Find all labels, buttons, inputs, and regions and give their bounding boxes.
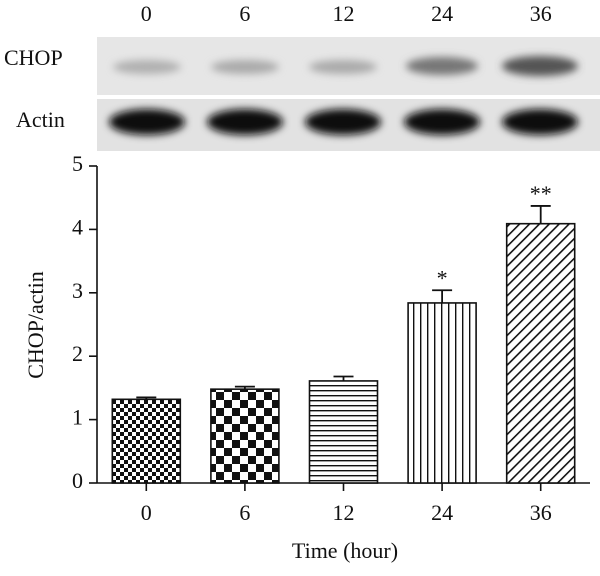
bar xyxy=(111,398,182,484)
lane-label: 24 xyxy=(431,1,453,26)
lane-label: 36 xyxy=(530,1,552,26)
blot-row-label: Actin xyxy=(16,107,65,132)
y-tick-label: 4 xyxy=(72,214,83,239)
lane-label: 6 xyxy=(239,1,250,26)
bands xyxy=(109,56,578,135)
significance-label: * xyxy=(437,265,448,290)
bar xyxy=(210,388,280,484)
x-tick-label: 0 xyxy=(141,500,152,525)
x-axis-title: Time (hour) xyxy=(292,538,398,563)
error-bar xyxy=(136,396,157,400)
error-bar xyxy=(234,385,255,390)
x-tick-label: 24 xyxy=(431,500,453,525)
blot: CHOP Actin xyxy=(4,37,600,151)
error-bar xyxy=(432,289,453,303)
error-bar xyxy=(333,375,354,381)
error-bar xyxy=(530,205,551,224)
significance-label: ** xyxy=(530,181,552,206)
bar xyxy=(308,380,379,484)
y-tick-label: 0 xyxy=(72,468,83,493)
x-tick-label: 6 xyxy=(239,500,250,525)
y-tick-label: 1 xyxy=(72,405,83,430)
blot-row-label: CHOP xyxy=(4,45,63,70)
lane-label: 0 xyxy=(141,1,152,26)
y-tick-label: 2 xyxy=(72,341,83,366)
y-tick-label: 5 xyxy=(72,151,83,176)
y-tick-label: 3 xyxy=(72,278,83,303)
y-axis-title: CHOP/actin xyxy=(23,271,48,379)
bar xyxy=(407,302,477,484)
x-tick-label: 36 xyxy=(530,500,552,525)
bar xyxy=(505,222,576,484)
x-tick-label: 12 xyxy=(333,500,355,525)
lane-label: 12 xyxy=(333,1,355,26)
